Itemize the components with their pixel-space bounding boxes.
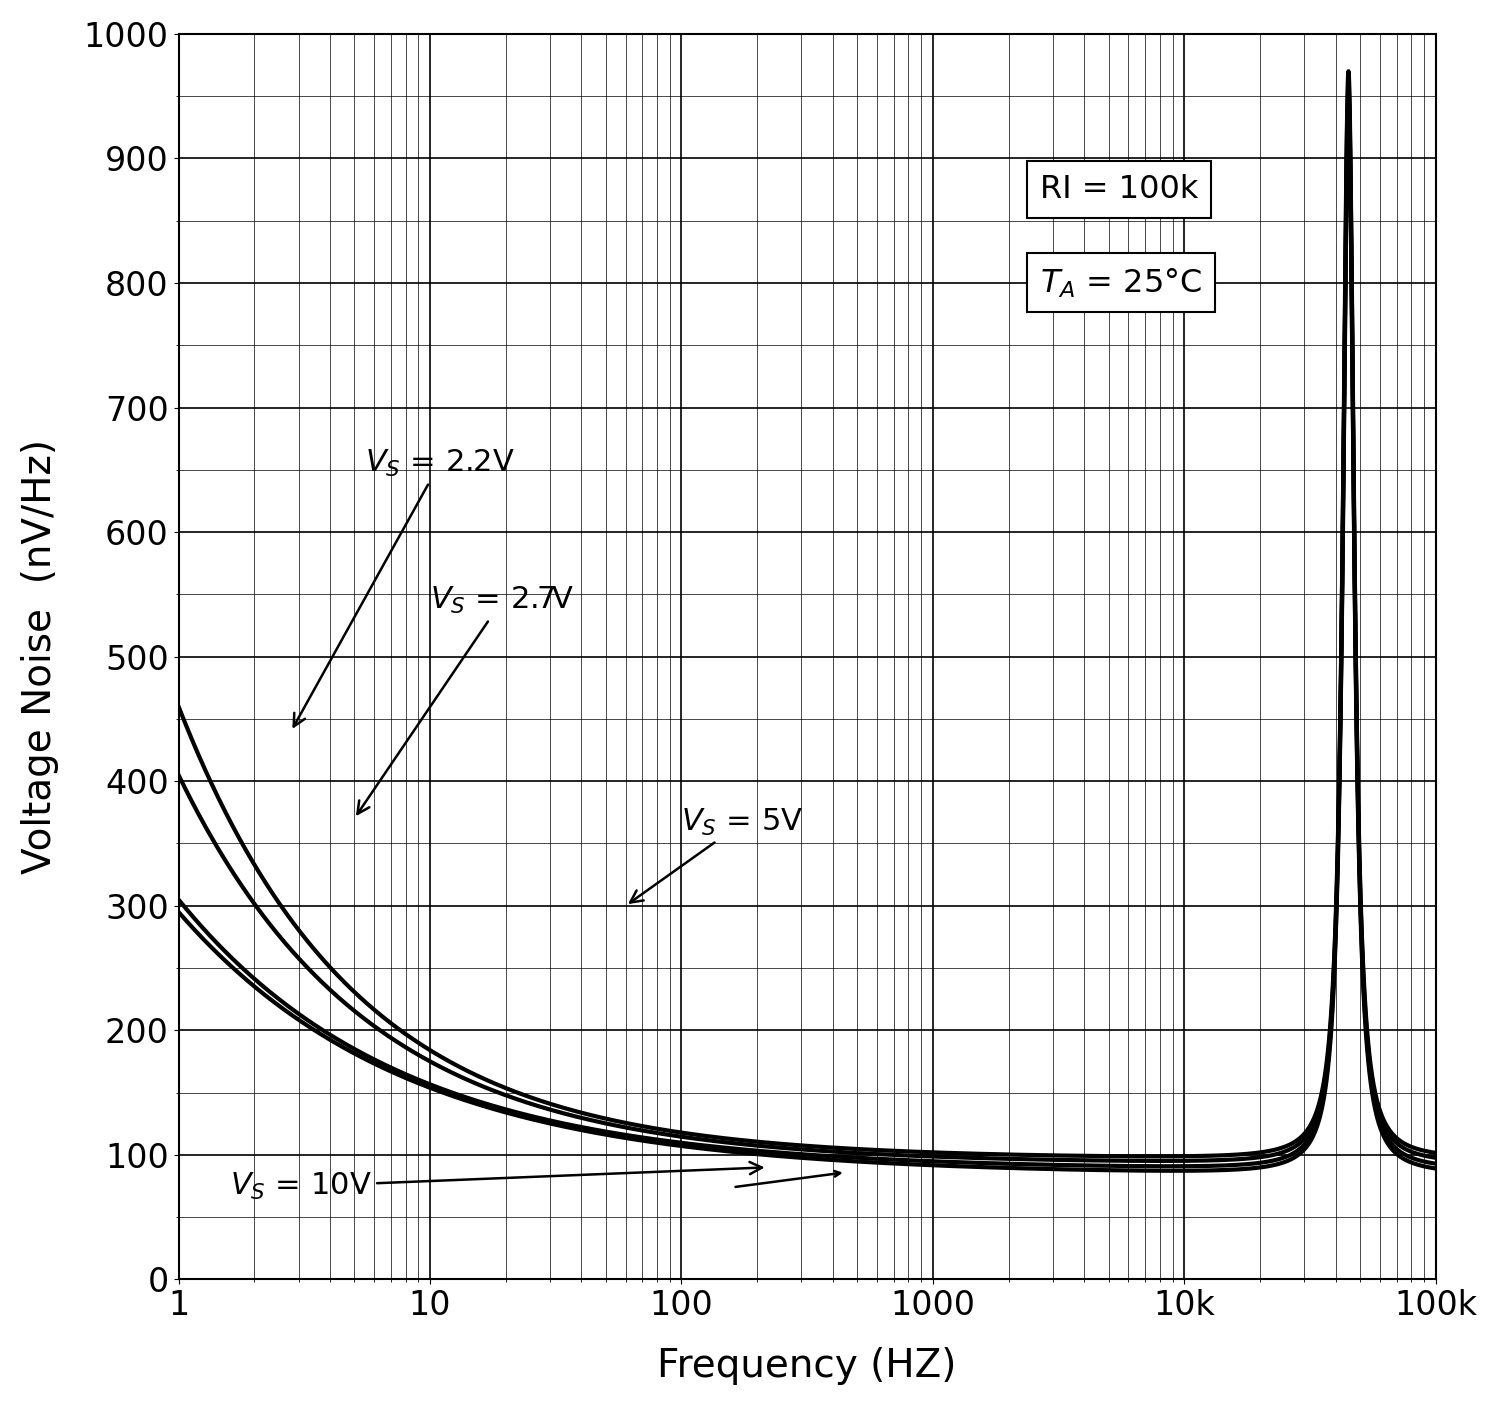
X-axis label: Frequency (HZ): Frequency (HZ) bbox=[658, 1347, 957, 1385]
Text: $V_S$ = 10V: $V_S$ = 10V bbox=[229, 1161, 762, 1202]
Text: $T_A$ = 25°C: $T_A$ = 25°C bbox=[1040, 266, 1201, 299]
Text: $V_S$ = 5V: $V_S$ = 5V bbox=[631, 807, 803, 903]
Y-axis label: Voltage Noise  (nV/Hz): Voltage Noise (nV/Hz) bbox=[21, 439, 58, 875]
Text: $V_S$ = 2.7V: $V_S$ = 2.7V bbox=[358, 585, 574, 814]
Text: RI = 100k: RI = 100k bbox=[1040, 174, 1198, 205]
Text: $V_S$ = 2.2V: $V_S$ = 2.2V bbox=[294, 449, 514, 727]
